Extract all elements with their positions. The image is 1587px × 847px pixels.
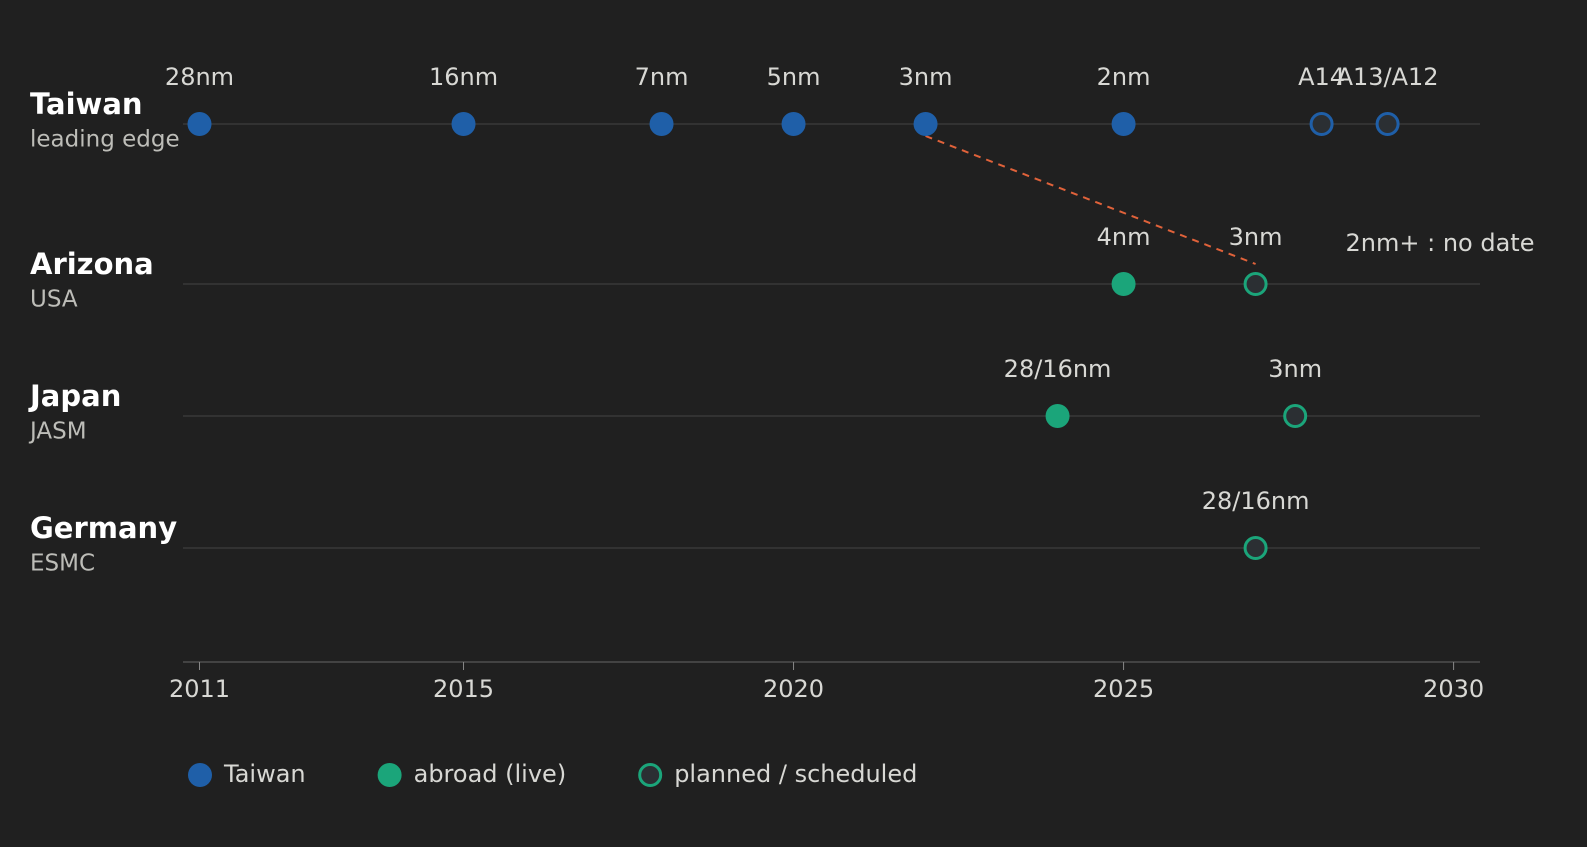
point-label: 4nm [1097,223,1151,251]
point [451,112,476,136]
point-label: 16nm [429,63,498,91]
legend-marker [188,763,212,787]
row-name: Taiwan [30,87,143,121]
row-subtitle: ESMC [30,551,95,577]
point [1045,404,1070,428]
planned-point [1243,536,1268,560]
annotation: 2nm+ : no date [1346,229,1535,257]
point-label: 28nm [165,63,234,91]
point-label: 28/16nm [1004,355,1112,383]
point [1111,112,1136,136]
legend-label: abroad (live) [414,760,567,788]
point [187,112,212,136]
x-tick-label: 2015 [433,675,494,703]
row-name: Germany [30,511,177,545]
row-subtitle: JASM [28,419,87,445]
planned-point [1243,272,1268,296]
point [781,112,806,136]
legend-label: Taiwan [223,760,306,788]
point-label: 7nm [635,63,689,91]
point [1111,272,1136,296]
legend-label: planned / scheduled [674,760,917,788]
point-label: 2nm [1097,63,1151,91]
x-tick-label: 2025 [1093,675,1154,703]
x-tick-label: 2030 [1423,675,1484,703]
connector [925,135,1256,265]
legend-marker [377,763,402,787]
x-tick-label: 2011 [169,675,230,703]
point-label: 3nm [1229,223,1283,251]
planned-point [1375,112,1400,136]
planned-point [1309,112,1334,136]
point-label: A13/A12 [1337,63,1439,91]
point-label: 28/16nm [1202,487,1310,515]
planned-point [1283,404,1308,428]
point-label: 3nm [1268,355,1322,383]
point-label: 5nm [767,63,821,91]
point [913,112,938,136]
legend-marker [638,763,663,787]
point-label: 3nm [899,63,953,91]
point [649,112,674,136]
point-label: A14 [1298,63,1345,91]
row-subtitle: USA [30,287,78,313]
row-name: Japan [28,379,121,413]
row-subtitle: leading edge [30,127,180,153]
row-name: Arizona [30,247,154,281]
x-tick-label: 2020 [763,675,824,703]
